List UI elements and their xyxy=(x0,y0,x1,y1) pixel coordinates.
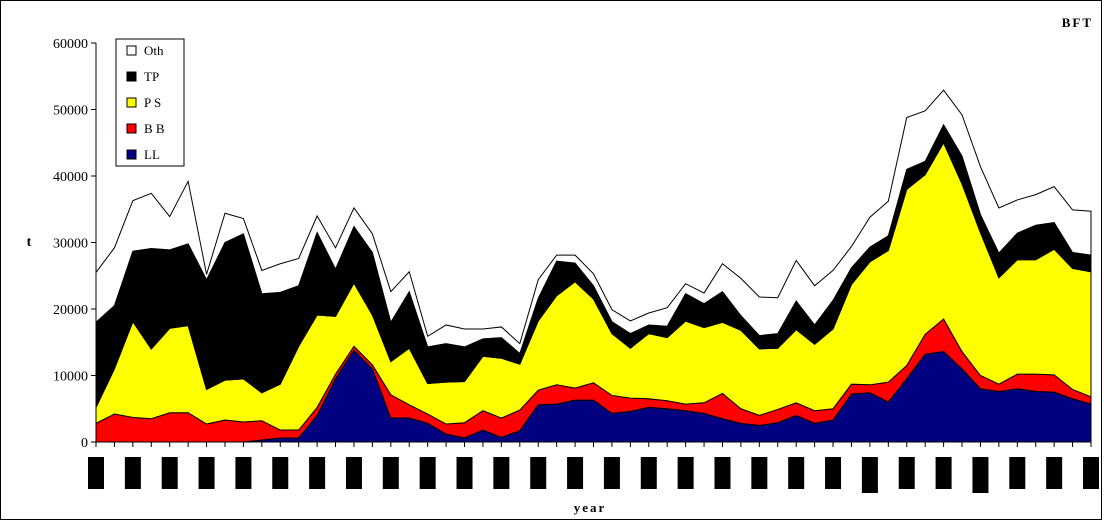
legend-swatch xyxy=(126,71,137,82)
x-tick-label-block xyxy=(493,457,510,489)
legend: Oth TP P S B B LL xyxy=(115,38,185,167)
chart-title: BFT xyxy=(1062,15,1093,30)
legend-swatch xyxy=(126,45,137,56)
legend-swatch xyxy=(126,123,137,134)
area-series-oth xyxy=(95,89,1092,355)
x-tick-label-block xyxy=(272,457,289,489)
y-tick-label: 30000 xyxy=(53,237,88,252)
x-tick-label-block xyxy=(456,457,473,489)
x-tick-label-block xyxy=(825,457,842,489)
x-tick-label-block xyxy=(861,457,878,493)
series-areas xyxy=(95,89,1092,443)
x-tick-label-block xyxy=(88,457,104,489)
x-tick-label-block xyxy=(124,457,141,489)
x-tick-label-block xyxy=(751,457,768,489)
x-tick-label-block xyxy=(198,457,215,489)
legend-label: LL xyxy=(144,147,160,162)
x-tick-label-block xyxy=(567,457,584,489)
y-tick-label: 10000 xyxy=(53,370,88,385)
y-tick-label: 50000 xyxy=(53,104,88,119)
x-tick-label-block xyxy=(235,457,252,489)
legend-label: Oth xyxy=(144,43,164,58)
y-tick-label: 60000 xyxy=(53,37,88,52)
x-tick-label-block xyxy=(972,457,989,493)
x-tick-label-block xyxy=(1009,457,1026,489)
x-tick-label-block xyxy=(640,457,657,489)
x-axis-label: year xyxy=(574,500,607,515)
x-tick-label-block xyxy=(382,457,399,489)
x-tick-label-block xyxy=(788,457,805,489)
x-tick-label-block xyxy=(161,457,178,489)
y-ticks: 0 10000 20000 30000 40000 50000 60000 xyxy=(53,37,96,451)
legend-swatch xyxy=(126,97,137,108)
x-tick-marks xyxy=(88,442,1099,493)
legend-label: B B xyxy=(144,121,165,136)
y-tick-label: 0 xyxy=(81,436,88,451)
x-tick-label-block xyxy=(935,457,952,489)
legend-label: P S xyxy=(144,95,161,110)
x-tick-label-block xyxy=(1046,457,1063,489)
x-tick-label-block xyxy=(530,457,547,489)
x-tick-label-block xyxy=(1083,457,1099,489)
y-axis-label: t xyxy=(27,235,32,250)
x-tick-label-block xyxy=(309,457,326,489)
axes: 0 10000 20000 30000 40000 50000 60000 xyxy=(53,37,1099,493)
x-tick-label-block xyxy=(677,457,694,489)
y-tick-label: 20000 xyxy=(53,303,88,318)
x-tick-label-block xyxy=(714,457,731,489)
y-tick-label: 40000 xyxy=(53,170,88,185)
legend-label: TP xyxy=(144,69,159,84)
x-tick-label-block xyxy=(898,457,915,489)
x-tick-label-block xyxy=(603,457,620,489)
x-tick-label-block xyxy=(345,457,362,489)
x-tick-label-block xyxy=(419,457,436,489)
legend-swatch xyxy=(126,149,137,160)
